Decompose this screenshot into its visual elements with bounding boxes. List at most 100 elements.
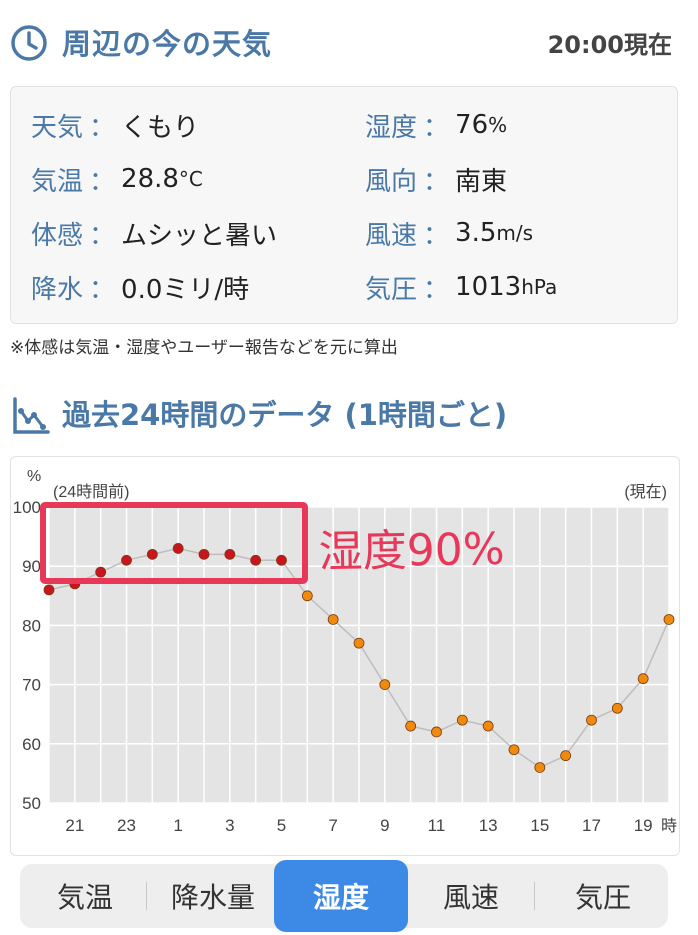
tab-temperature[interactable]: 気温 <box>56 881 113 914</box>
y-tick-label: 80 <box>22 616 41 635</box>
temperature-value: 28.8 <box>121 164 179 194</box>
data-point <box>560 750 572 762</box>
data-point <box>95 566 107 578</box>
x-tick-label: 21 <box>65 816 84 835</box>
x-tick-label: 5 <box>277 816 286 835</box>
data-point <box>663 614 675 625</box>
temperature-unit: °C <box>178 167 203 191</box>
x-tick-label: 13 <box>479 816 498 835</box>
annotation-box <box>40 502 308 584</box>
humidity-label: 湿度 <box>365 112 418 143</box>
weather-label: 天気 <box>31 112 84 143</box>
separator: ： <box>89 112 116 143</box>
x-tick-label: 17 <box>582 816 601 835</box>
tab-divider <box>534 882 535 910</box>
wind-speed-row: 風速 ： 3.5 m/s <box>365 213 533 253</box>
feels-like-note: ※体感は気温・湿度やユーザー報告などを元に算出 <box>10 338 398 358</box>
y-tick-label: 50 <box>22 794 41 813</box>
x-tick-label: 9 <box>380 816 389 835</box>
feels-like-label: 体感 <box>31 220 84 251</box>
data-point <box>172 543 184 554</box>
data-point <box>327 614 339 625</box>
humidity-unit: % <box>488 113 508 137</box>
tab-pressure[interactable]: 気圧 <box>574 881 631 914</box>
page-title: 周辺の今の天気 <box>62 27 273 61</box>
y-tick-label: 60 <box>22 735 41 754</box>
data-point <box>276 554 287 566</box>
precipitation-label: 降水 <box>31 274 84 305</box>
data-point <box>301 590 313 602</box>
pressure-value: 1013 <box>455 272 522 302</box>
data-point <box>353 637 365 649</box>
data-point <box>482 720 494 732</box>
data-point <box>121 554 132 566</box>
x-tick-label: 19 <box>634 816 653 835</box>
pressure-unit: hPa <box>521 275 558 299</box>
data-point <box>534 762 546 773</box>
humidity-value: 76 <box>455 110 489 140</box>
data-point <box>379 679 391 691</box>
data-point <box>508 744 520 756</box>
precipitation-value: 0.0ミリ/時 <box>121 274 250 305</box>
trend-chart-icon <box>13 397 50 434</box>
pressure-row: 気圧 ： 1013 hPa <box>365 267 557 307</box>
x-tick-label: 11 <box>428 816 446 835</box>
separator: ： <box>89 166 116 197</box>
separator: ： <box>89 274 116 305</box>
data-point <box>250 554 262 566</box>
x-tick-label: 3 <box>225 816 234 835</box>
temperature-row: 気温 ： 28.8 °C <box>31 159 203 199</box>
data-point <box>586 714 597 726</box>
data-point <box>456 714 468 726</box>
separator: ： <box>423 220 450 251</box>
y-tick-label: 100 <box>13 498 41 517</box>
data-point <box>405 720 417 732</box>
tab-precipitation[interactable]: 降水量 <box>170 881 255 914</box>
data-point <box>224 548 236 560</box>
section-title: 過去24時間のデータ (1時間ごと) <box>62 398 508 432</box>
humidity-row: 湿度 ： 76 % <box>365 105 507 145</box>
separator: ： <box>423 166 450 197</box>
tab-divider <box>146 882 147 910</box>
observation-time: 20:00現在 <box>547 31 672 59</box>
wind-direction-label: 風向 <box>365 166 418 197</box>
y-tick-label: 70 <box>22 676 41 695</box>
feels-like-row: 体感 ： ムシッと暑い <box>31 213 277 253</box>
y-axis-unit: % <box>27 468 41 485</box>
weather-row: 天気 ： くもり <box>31 105 199 145</box>
separator: ： <box>423 112 450 143</box>
wind-speed-label: 風速 <box>365 220 418 251</box>
precipitation-row: 降水 ： 0.0ミリ/時 <box>31 267 249 307</box>
wind-direction-value: 南東 <box>455 166 508 197</box>
current-weather-card: 天気 ： くもり 気温 ： 28.8 °C 体感 ： ムシッと暑い 降水 ： 0… <box>10 86 678 324</box>
current-weather-header: 周辺の今の天気 20:00現在 <box>10 22 672 70</box>
x-tick-label: 7 <box>328 816 337 835</box>
weather-value: くもり <box>121 112 200 143</box>
tab-wind-speed[interactable]: 風速 <box>442 881 499 914</box>
data-point <box>43 584 55 596</box>
x-tick-label: 1 <box>173 816 182 835</box>
start-label: (24時間前) <box>53 483 129 501</box>
end-label: (現在) <box>624 483 667 501</box>
x-tick-label: 15 <box>530 816 549 835</box>
history-section-header: 過去24時間のデータ (1時間ごと) <box>10 395 680 439</box>
x-axis-unit: 時 <box>661 817 677 835</box>
y-tick-label: 90 <box>22 557 41 576</box>
pressure-label: 気圧 <box>365 274 418 305</box>
wind-speed-unit: m/s <box>496 221 534 245</box>
data-point <box>611 702 623 714</box>
separator: ： <box>89 220 116 251</box>
humidity-chart: 50 60 70 80 90 100 21 23 1 3 5 7 9 11 13 15 17 19 時 % (24… <box>10 456 680 856</box>
clock-icon <box>11 25 47 61</box>
wind-speed-value: 3.5 <box>455 218 497 248</box>
metric-tab-bar: 気温 降水量 湿度 風速 気圧 <box>20 860 668 932</box>
temperature-label: 気温 <box>31 166 84 197</box>
tab-humidity[interactable]: 湿度 <box>274 860 408 932</box>
separator: ： <box>423 274 450 305</box>
data-point <box>198 548 210 560</box>
data-point <box>146 548 158 560</box>
wind-direction-row: 風向 ： 南東 <box>365 159 507 199</box>
feels-like-value: ムシッと暑い <box>121 220 278 251</box>
data-point <box>431 726 442 738</box>
